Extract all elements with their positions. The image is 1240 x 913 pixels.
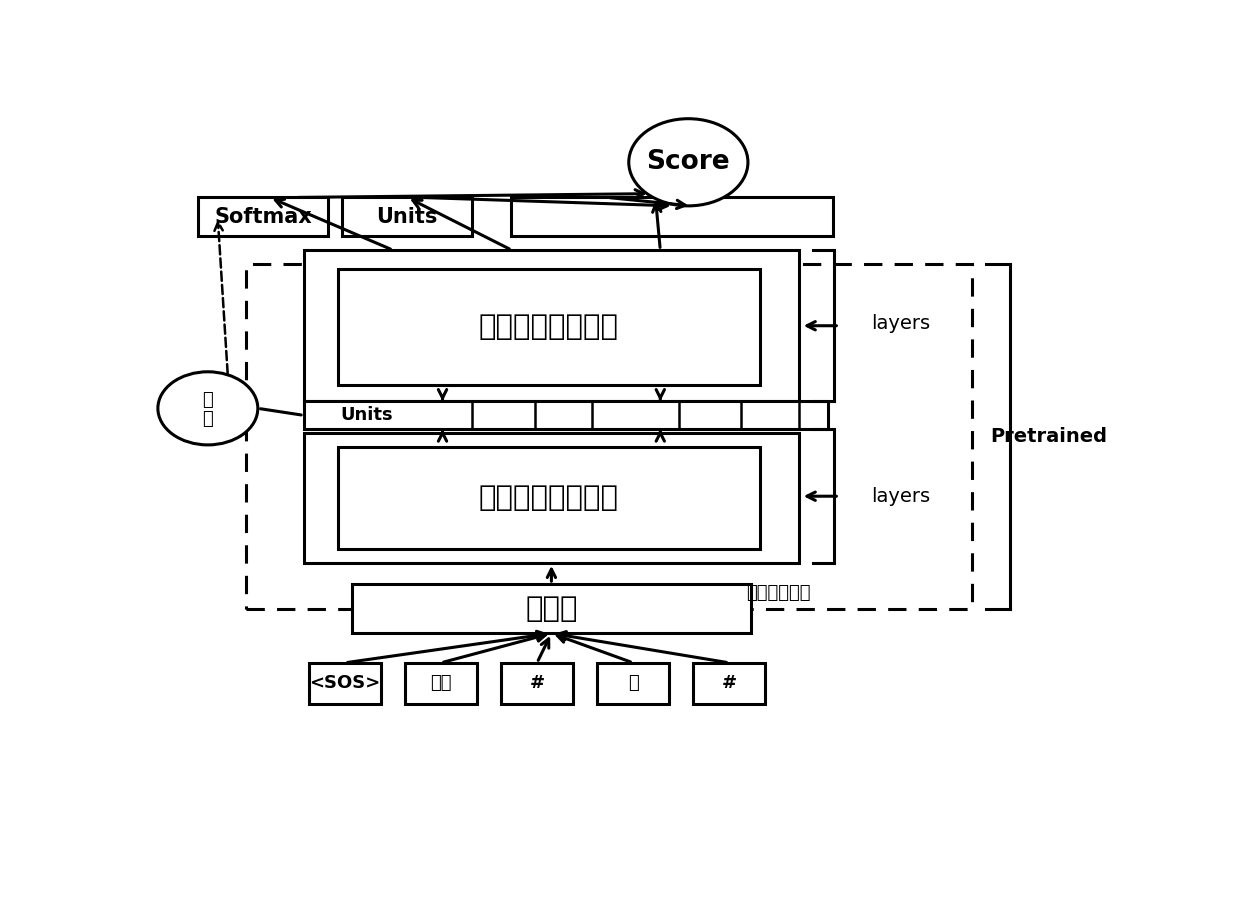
Bar (247, 264, 972, 609)
Text: #: # (722, 674, 737, 692)
Text: layers: layers (870, 487, 930, 506)
Bar (596, 663, 670, 704)
Bar (309, 663, 381, 704)
Circle shape (157, 372, 258, 445)
Bar (337, 447, 760, 549)
Text: 意: 意 (202, 391, 213, 409)
Text: 第二多头注意力层: 第二多头注意力层 (479, 313, 619, 341)
Text: layers: layers (870, 314, 930, 333)
Text: 图: 图 (202, 410, 213, 428)
Text: Units: Units (340, 406, 393, 425)
Bar (337, 269, 760, 385)
Bar (198, 197, 327, 236)
Bar (511, 197, 832, 236)
Bar (501, 663, 573, 704)
Text: Pretrained: Pretrained (991, 427, 1107, 446)
Text: 播放: 播放 (430, 674, 451, 692)
Text: 意图预测模型: 意图预测模型 (746, 584, 811, 602)
Bar (404, 663, 477, 704)
Text: Softmax: Softmax (215, 206, 312, 226)
Bar (304, 433, 799, 563)
Bar (693, 663, 765, 704)
Text: Units: Units (377, 206, 438, 226)
Text: 第一多头注意力层: 第一多头注意力层 (479, 484, 619, 512)
Bar (304, 250, 799, 402)
Circle shape (629, 119, 748, 205)
Text: #: # (529, 674, 544, 692)
Text: 嵌入层: 嵌入层 (526, 594, 578, 623)
Text: 的: 的 (627, 674, 639, 692)
Text: <SOS>: <SOS> (309, 674, 381, 692)
Bar (352, 584, 751, 634)
Bar (304, 402, 828, 429)
Text: Score: Score (646, 150, 730, 175)
Bar (342, 197, 472, 236)
